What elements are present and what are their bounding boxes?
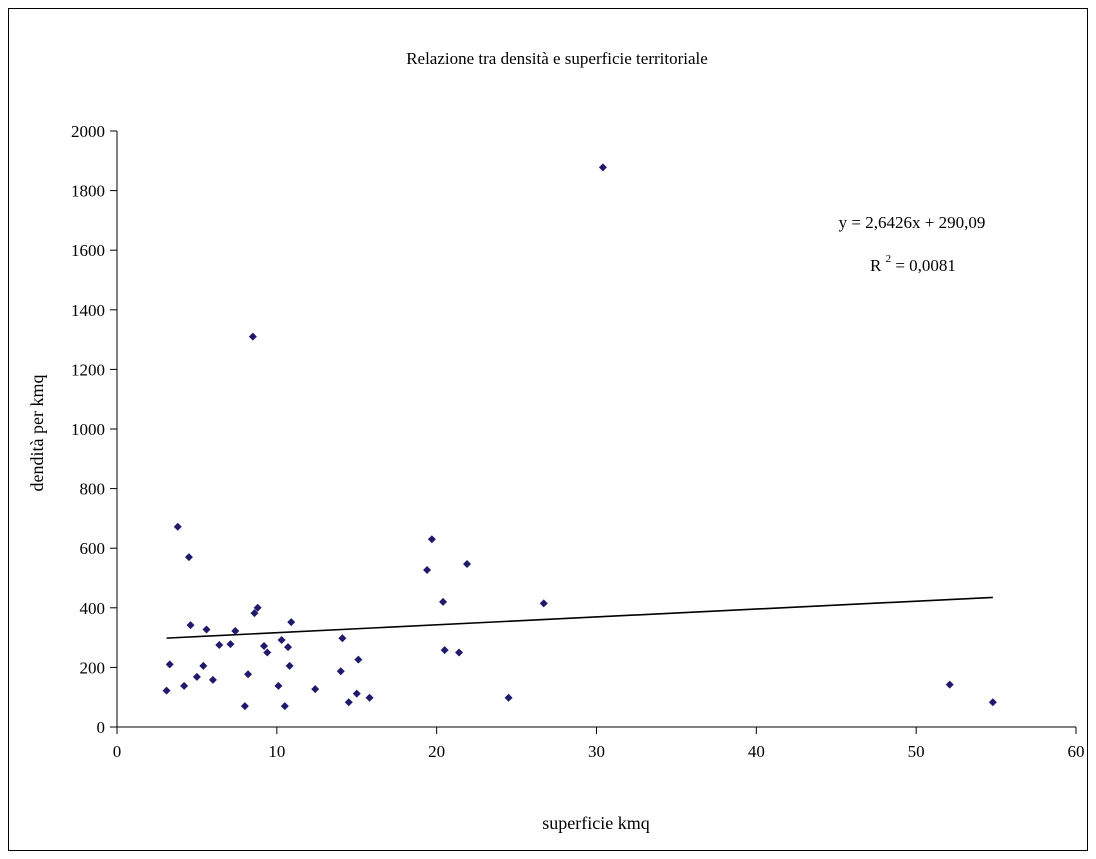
chart-title: Relazione tra densità e superficie terri… <box>406 49 708 68</box>
data-point <box>365 693 374 702</box>
data-point <box>440 646 449 655</box>
data-point <box>287 618 296 627</box>
data-point <box>192 672 201 681</box>
data-point <box>463 559 472 568</box>
y-tick-label: 1800 <box>71 182 105 201</box>
data-point <box>274 681 283 690</box>
x-tick-label: 60 <box>1068 742 1085 761</box>
chart-border <box>8 8 1088 851</box>
data-point <box>244 670 253 679</box>
x-tick-label: 50 <box>908 742 925 761</box>
data-points <box>162 163 997 711</box>
trendline <box>166 596 993 639</box>
data-point <box>162 686 171 695</box>
y-tick-label: 600 <box>80 539 106 558</box>
r-squared-superscript: 2 <box>886 253 892 265</box>
y-axis: 0 200 400 600 800 1000 1200 1400 1600 1800 2000 <box>71 122 118 737</box>
data-point <box>439 597 448 606</box>
x-axis: 0 10 20 30 40 50 60 <box>113 726 1085 761</box>
x-tick-label: 40 <box>748 742 765 761</box>
data-point <box>344 698 353 707</box>
trendline-equation: y = 2,6426x + 290,09 <box>839 213 986 232</box>
x-tick-label: 10 <box>268 742 285 761</box>
data-point <box>945 680 954 689</box>
data-point <box>208 675 217 684</box>
data-point <box>248 332 257 341</box>
data-point <box>285 661 294 670</box>
data-point <box>263 648 272 657</box>
y-tick-label: 2000 <box>71 122 105 141</box>
data-point <box>504 693 513 702</box>
data-point <box>253 603 262 612</box>
data-point <box>202 625 211 634</box>
r-squared-value: = 0,0081 <box>895 256 956 275</box>
data-point <box>280 702 289 711</box>
data-point <box>240 702 249 711</box>
y-axis-label: dendità per kmq <box>27 375 47 492</box>
data-point <box>354 655 363 664</box>
data-point <box>427 535 436 544</box>
y-tick-label: 1400 <box>71 301 105 320</box>
y-tick-label: 800 <box>80 480 106 499</box>
data-point <box>165 660 174 669</box>
data-point <box>260 641 269 650</box>
data-point <box>284 643 293 652</box>
data-point <box>173 522 182 531</box>
y-tick-label: 1200 <box>71 360 105 379</box>
data-point <box>226 640 235 649</box>
data-point <box>277 635 286 644</box>
data-point <box>231 627 240 636</box>
data-point <box>598 163 607 172</box>
data-point <box>338 634 347 643</box>
data-point <box>184 553 193 562</box>
y-tick-label: 0 <box>97 718 106 737</box>
x-tick-label: 0 <box>113 742 122 761</box>
r-squared-label: R 2 = 0,0081 <box>870 247 956 275</box>
r-squared-prefix: R <box>870 256 882 275</box>
x-axis-label: superficie kmq <box>542 813 649 833</box>
y-tick-label: 400 <box>80 599 106 618</box>
x-tick-label: 20 <box>428 742 445 761</box>
data-point <box>988 698 997 707</box>
data-point <box>539 599 548 608</box>
x-tick-label: 30 <box>588 742 605 761</box>
y-tick-label: 1600 <box>71 241 105 260</box>
data-point <box>199 661 208 670</box>
data-point <box>336 667 345 676</box>
data-point <box>352 689 361 698</box>
y-tick-label: 200 <box>80 658 106 677</box>
data-point <box>186 621 195 630</box>
data-point <box>455 648 464 657</box>
y-tick-label: 1000 <box>71 420 105 439</box>
data-point <box>311 685 320 694</box>
data-point <box>423 565 432 574</box>
data-point <box>215 641 224 650</box>
data-point <box>250 609 259 618</box>
data-point <box>180 681 189 690</box>
